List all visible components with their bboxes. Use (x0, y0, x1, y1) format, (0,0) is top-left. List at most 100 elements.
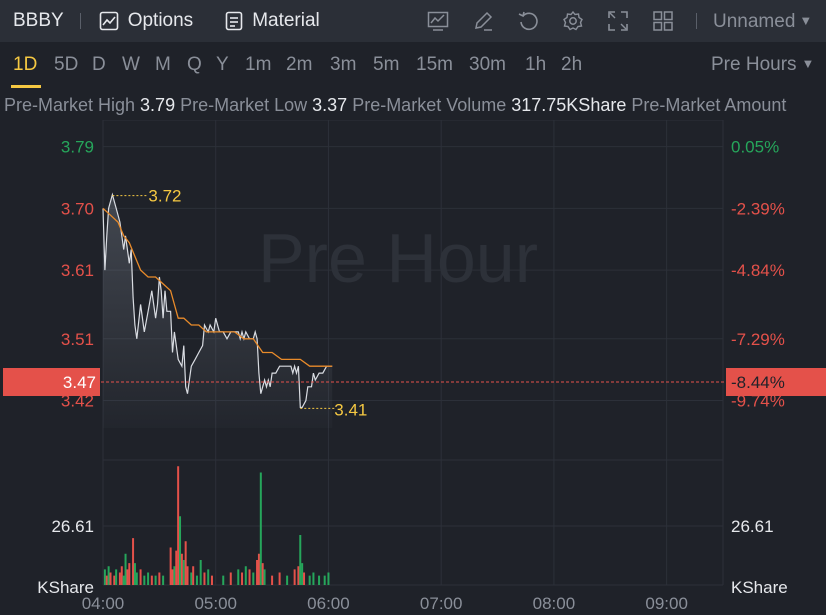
fullscreen-icon[interactable] (606, 9, 630, 33)
top-toolbar: BBBY Options Material (0, 0, 826, 42)
volume-bar (139, 569, 142, 585)
volume-bar (312, 572, 315, 585)
volume-bar (180, 553, 183, 585)
period-tab-30m[interactable]: 30m (469, 54, 506, 75)
options-button[interactable]: Options (99, 10, 193, 32)
time-axis-label: 06:00 (307, 594, 350, 613)
period-tabs: 1D 5D D W M Q Y 1m 2m 3m 5m 15m 30m 1h 2h Pre Hours ▼ (0, 42, 826, 88)
volume-bar (241, 572, 244, 585)
session-dropdown[interactable]: Pre Hours ▼ (711, 54, 814, 76)
volume-bar (177, 466, 180, 585)
volume-bar (207, 569, 210, 585)
current-percent-tag (726, 368, 826, 396)
volume-bar (271, 575, 274, 585)
price-area-fill (103, 194, 333, 428)
period-tab-y[interactable]: Y (216, 54, 229, 75)
volume-bar (107, 566, 110, 585)
volume-bar (162, 575, 165, 585)
stat-label: Pre-Market Low (180, 95, 313, 115)
time-axis-label: 09:00 (645, 594, 688, 613)
stat-label: Pre-Market Amount (631, 95, 787, 115)
period-tab-3m[interactable]: 3m (330, 54, 357, 75)
period-tab-q[interactable]: Q (187, 54, 202, 75)
volume-bar (169, 547, 172, 585)
price-axis-label: 3.42 (61, 392, 94, 411)
options-chart-icon (99, 11, 119, 31)
price-chart[interactable]: Pre Hour 3.79 0.05% 3.70 -2.39% 3.61 -4.84% 3.5… (0, 120, 826, 615)
volume-bar (263, 569, 266, 585)
ticker-symbol[interactable]: BBBY (13, 10, 64, 31)
layout-name: Unnamed (713, 11, 796, 32)
volume-bar (308, 575, 311, 585)
volume-bar (120, 566, 123, 585)
volume-bar (184, 541, 187, 585)
volume-bar (126, 569, 129, 585)
reset-icon[interactable] (516, 9, 540, 33)
draw-icon[interactable] (471, 9, 495, 33)
layout-name-dropdown[interactable]: Unnamed ▼ (713, 11, 812, 33)
volume-bar (135, 572, 138, 585)
volume-bar (256, 560, 259, 585)
period-tab-1h[interactable]: 1h (525, 54, 547, 75)
stat-value: 3.79 (140, 95, 176, 115)
current-price-tag (3, 368, 100, 396)
volume-bar (195, 575, 198, 585)
caret-down-icon: ▼ (801, 56, 815, 71)
chart-watermark: Pre Hour (258, 219, 538, 297)
volume-bar (124, 553, 127, 585)
indicator-icon[interactable] (426, 9, 450, 33)
volume-bar (150, 575, 153, 585)
caret-down-icon: ▼ (799, 13, 813, 28)
period-tab-5m[interactable]: 5m (373, 54, 400, 75)
volume-bar (252, 572, 255, 585)
volume-bar (113, 575, 116, 585)
material-button[interactable]: Material (225, 10, 320, 32)
current-price-label: 3.47 (63, 373, 96, 392)
period-tab-1d[interactable]: 1D (13, 54, 38, 75)
current-percent-label: -8.44% (731, 373, 785, 392)
layout-icon[interactable] (651, 9, 675, 33)
volume-bar (179, 516, 182, 585)
volume-axis-label-left: 26.61 (51, 517, 94, 536)
volume-bar (158, 572, 161, 585)
volume-bar (293, 569, 296, 585)
volume-bar (105, 575, 108, 585)
volume-bar (323, 575, 326, 585)
volume-bar (103, 569, 106, 585)
volume-bar (192, 566, 195, 585)
volume-bar (199, 560, 202, 585)
volume-bar (278, 572, 281, 585)
period-tab-m[interactable]: M (155, 54, 171, 75)
period-tab-15m[interactable]: 15m (416, 54, 453, 75)
average-price-line (102, 207, 333, 367)
volume-bar (190, 572, 193, 585)
volume-bar (186, 566, 189, 585)
premarket-stats-bar: Pre-Market High 3.79 Pre-Market Low 3.37 P… (0, 90, 826, 120)
volume-bar (147, 572, 150, 585)
period-tab-5d[interactable]: 5D (54, 54, 79, 75)
period-tab-w[interactable]: W (122, 54, 140, 75)
volume-bar (261, 563, 264, 585)
document-icon (225, 11, 243, 31)
stat-label: Pre-Market Volume (352, 95, 512, 115)
period-tab-d[interactable]: D (92, 54, 106, 75)
volume-bar (229, 572, 232, 585)
volume-bar (203, 572, 206, 585)
toolbar-divider (79, 13, 81, 29)
time-axis-label: 08:00 (533, 594, 576, 613)
stat-value: 317.75KShare (511, 95, 627, 115)
period-tab-2m[interactable]: 2m (286, 54, 313, 75)
volume-unit-right: KShare (731, 578, 788, 597)
volume-axis-label-right: 26.61 (731, 517, 774, 536)
volume-bar (327, 572, 330, 585)
volume-bar (237, 569, 240, 585)
settings-icon[interactable] (561, 9, 585, 33)
session-label: Pre Hours (711, 54, 797, 75)
volume-bar (132, 538, 135, 585)
volume-bar (286, 575, 289, 585)
volume-unit-left: KShare (37, 578, 94, 597)
period-tab-1m[interactable]: 1m (245, 54, 272, 75)
period-tab-2h[interactable]: 2h (561, 54, 583, 75)
volume-bar (210, 575, 213, 585)
volume-bar (122, 575, 125, 585)
